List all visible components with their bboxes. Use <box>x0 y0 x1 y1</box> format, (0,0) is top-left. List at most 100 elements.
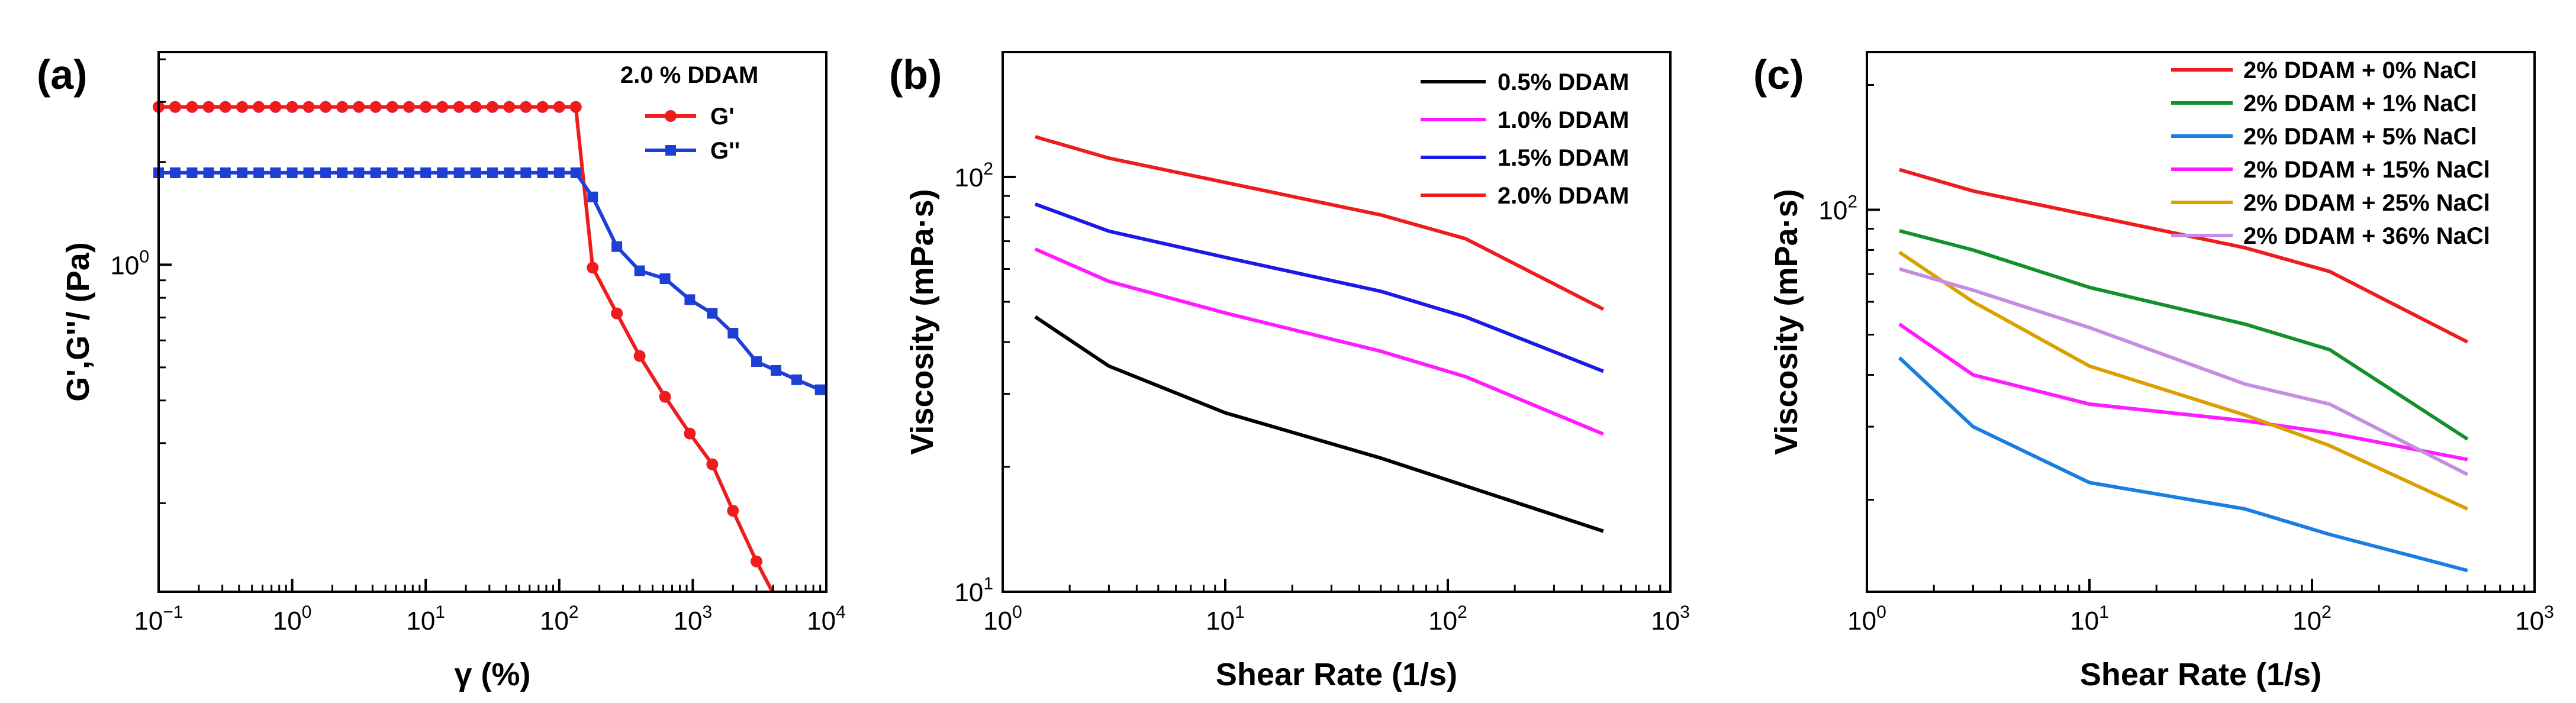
data-point <box>707 308 718 319</box>
data-point <box>219 101 231 113</box>
data-point <box>320 167 331 178</box>
data-point <box>253 101 265 113</box>
data-point <box>553 101 565 113</box>
data-point <box>814 384 826 395</box>
data-point <box>659 391 671 403</box>
series-line-0 <box>1899 167 2469 344</box>
data-point <box>633 350 646 362</box>
data-point <box>253 167 265 178</box>
legend-label: 2% DDAM + 25% NaCl <box>2243 190 2490 216</box>
legend-label: 1.0% DDAM <box>1498 107 1629 133</box>
x-tick-label: 102 <box>540 602 579 636</box>
y-tick-exponent: 0 <box>139 247 149 266</box>
x-tick-label: 100 <box>983 602 1022 636</box>
x-tick-base: 10 <box>1428 607 1457 636</box>
x-tick-label: 101 <box>1206 602 1245 636</box>
legend: 0.5% DDAM 1.0% DDAM 1.5% DDAM 2.0% DDAM <box>1421 69 1629 209</box>
data-point <box>520 101 532 113</box>
data-point <box>370 167 381 178</box>
data-point <box>486 101 498 113</box>
x-tick-label: 10−1 <box>134 602 183 636</box>
x-tick-label: 101 <box>406 602 445 636</box>
legend-marker <box>665 145 676 156</box>
x-axis-title: Shear Rate (1/s) <box>2080 657 2321 692</box>
plot-frame <box>1002 51 1672 593</box>
data-point <box>436 101 449 113</box>
data-point <box>569 101 582 113</box>
y-tick-base: 10 <box>954 163 983 192</box>
data-point <box>286 167 298 178</box>
y-tick-label: 102 <box>1818 192 1857 225</box>
panel-letter: (a) <box>37 51 88 98</box>
data-point <box>237 167 248 178</box>
data-point <box>553 167 565 178</box>
data-point <box>453 167 465 178</box>
data-point <box>169 167 181 178</box>
x-tick-label: 104 <box>807 602 846 636</box>
data-point <box>336 101 349 113</box>
x-tick-base: 10 <box>273 607 302 636</box>
data-point <box>420 101 432 113</box>
x-tick-base: 10 <box>674 607 703 636</box>
y-axis-title: Viscosity (mPa·s) <box>1769 189 1804 454</box>
data-point <box>369 101 382 113</box>
data-point <box>286 101 298 113</box>
data-point <box>220 167 231 178</box>
data-point <box>403 101 416 113</box>
data-point <box>684 294 695 305</box>
series-line-3 <box>1898 323 2468 462</box>
legend-marker <box>665 110 677 122</box>
data-point <box>320 101 332 113</box>
series-line-0 <box>1034 315 1604 533</box>
data-point <box>203 167 214 178</box>
y-tick-base: 10 <box>954 578 983 607</box>
data-point <box>470 167 481 178</box>
data-point <box>611 307 623 320</box>
data-point <box>353 167 365 178</box>
x-tick-exponent: 3 <box>1680 602 1690 622</box>
x-tick-base: 10 <box>134 607 163 636</box>
series-line-0 <box>159 105 775 592</box>
data-point <box>387 167 398 178</box>
data-point <box>537 167 548 178</box>
data-point <box>236 101 249 113</box>
data-point <box>269 101 282 113</box>
x-tick-exponent: 1 <box>2099 602 2109 622</box>
data-point <box>727 328 739 339</box>
data-point <box>453 101 465 113</box>
series-line-2 <box>1034 202 1604 373</box>
x-tick-base: 10 <box>540 607 569 636</box>
legend: 2.0 % DDAM G' G'' <box>620 62 758 164</box>
data-point <box>303 167 314 178</box>
data-point <box>420 167 432 178</box>
x-tick-exponent: 0 <box>1876 602 1886 622</box>
x-tick-label: 101 <box>2070 602 2109 636</box>
data-point <box>706 458 719 470</box>
series-line-1 <box>1034 247 1604 436</box>
data-point <box>751 555 763 567</box>
x-tick-base: 10 <box>2070 607 2099 636</box>
series-line-3 <box>1035 135 1605 311</box>
y-tick-base: 10 <box>110 251 139 280</box>
x-tick-exponent: 1 <box>435 602 445 622</box>
data-point <box>487 167 498 178</box>
x-tick-label: 100 <box>273 602 312 636</box>
x-tick-label: 102 <box>1428 602 1467 636</box>
data-point <box>437 167 448 178</box>
data-point <box>684 427 696 440</box>
y-tick-label: 100 <box>110 247 149 280</box>
legend-label: 2% DDAM + 1% NaCl <box>2243 91 2477 117</box>
data-point <box>611 241 623 252</box>
data-point <box>727 505 739 517</box>
x-tick-exponent: −1 <box>163 602 183 622</box>
x-tick-exponent: 3 <box>703 602 713 622</box>
x-tick-label: 103 <box>1651 602 1690 636</box>
data-point <box>791 374 802 385</box>
data-point <box>302 101 315 113</box>
data-point <box>353 101 365 113</box>
x-tick-base: 10 <box>1206 607 1235 636</box>
x-tick-exponent: 2 <box>1457 602 1467 622</box>
x-tick-label: 103 <box>674 602 713 636</box>
